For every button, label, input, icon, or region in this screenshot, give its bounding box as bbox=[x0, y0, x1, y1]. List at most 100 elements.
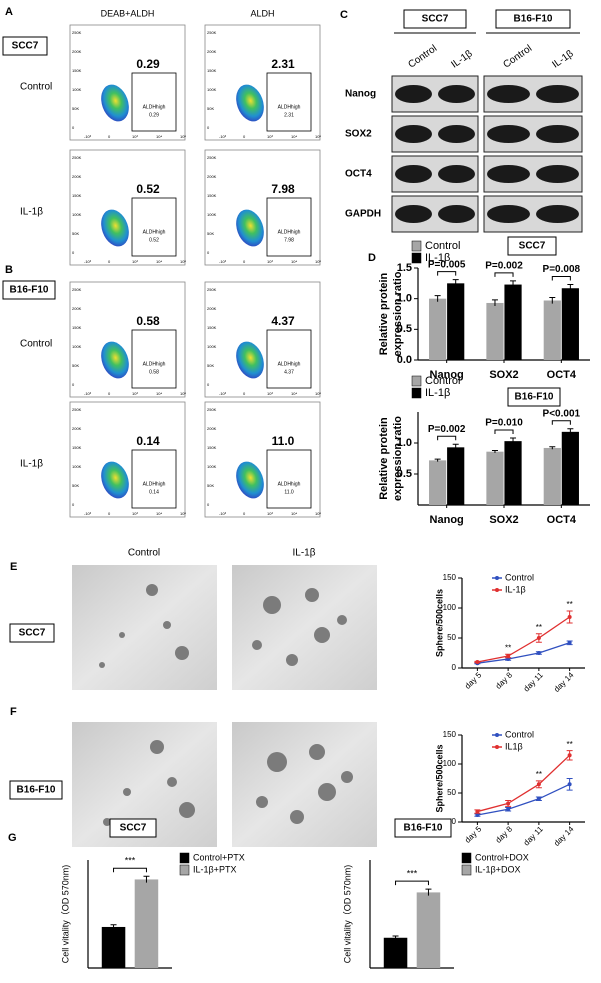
gate-name: ALDHhigh bbox=[143, 361, 166, 367]
label-box bbox=[2, 280, 56, 300]
band bbox=[487, 125, 530, 143]
band bbox=[395, 205, 432, 223]
label-box bbox=[403, 9, 467, 29]
sphere bbox=[163, 621, 171, 629]
flow-x-tick: 10⁵ bbox=[180, 259, 186, 264]
boxed-label: SCC7 bbox=[120, 823, 147, 834]
gate-percent: 4.37 bbox=[271, 314, 295, 328]
significance-bracket bbox=[551, 276, 571, 281]
flow-y-tick: 50K bbox=[72, 483, 79, 488]
gate-percent: 0.29 bbox=[136, 57, 160, 71]
gate bbox=[266, 197, 312, 257]
significance-bracket bbox=[494, 429, 514, 435]
legend-label: IL-1β+DOX bbox=[475, 864, 520, 874]
band bbox=[487, 85, 530, 103]
flow-y-tick: 150K bbox=[207, 325, 217, 330]
boxed-label: B16-F10 bbox=[514, 14, 553, 25]
annotation: ** bbox=[567, 740, 573, 749]
y-axis-label: expression ratio bbox=[392, 271, 404, 356]
flow-y-tick: 50K bbox=[207, 363, 214, 368]
x-tick-label: Nanog bbox=[430, 369, 464, 381]
band bbox=[536, 205, 579, 223]
panel-label: D bbox=[368, 252, 376, 264]
annotation: P=0.002 bbox=[428, 424, 466, 435]
y-axis-label: Sphere/500cells bbox=[434, 744, 444, 812]
error-bar bbox=[566, 750, 573, 761]
legend-label: Control+PTX bbox=[193, 852, 245, 862]
error-bar bbox=[567, 284, 574, 292]
gate-percent: 11.0 bbox=[272, 434, 295, 448]
bar bbox=[486, 302, 504, 360]
error-bar bbox=[110, 924, 117, 930]
flow-x-tick: 0 bbox=[243, 134, 246, 139]
flow-x-tick: 0 bbox=[108, 511, 111, 516]
error-bar bbox=[549, 296, 556, 304]
x-tick-label: day 14 bbox=[552, 670, 576, 694]
flow-x-tick: 10⁴ bbox=[156, 134, 162, 139]
error-bar bbox=[566, 778, 573, 791]
gate bbox=[131, 329, 177, 389]
y-axis-label: Cell vitality（OD 570nm) bbox=[342, 865, 352, 964]
annotation: ** bbox=[505, 643, 511, 652]
gate-name: ALDHhigh bbox=[278, 361, 301, 367]
sphere bbox=[309, 744, 325, 760]
label-box bbox=[9, 780, 63, 800]
row-label: Control bbox=[20, 82, 52, 93]
sphere bbox=[341, 771, 353, 783]
gate-name: ALDHhigh bbox=[143, 481, 166, 487]
flow-y-tick: 200K bbox=[207, 426, 217, 431]
bar bbox=[561, 288, 579, 360]
flow-y-tick: 0 bbox=[72, 502, 75, 507]
x-tick-label: day 11 bbox=[522, 824, 545, 847]
gate-percent: 2.31 bbox=[271, 57, 295, 71]
flow-x-tick: -10³ bbox=[219, 391, 227, 396]
boxed-label: SCC7 bbox=[422, 14, 449, 25]
cell-population bbox=[236, 209, 264, 247]
lane-label: IL-1β bbox=[550, 48, 575, 70]
sphere bbox=[175, 646, 189, 660]
legend-label: Control bbox=[425, 240, 460, 252]
flow-y-tick: 200K bbox=[207, 49, 217, 54]
lane-label: Control bbox=[501, 43, 534, 71]
flow-y-tick: 150K bbox=[207, 68, 217, 73]
significance-bracket bbox=[551, 420, 571, 425]
band bbox=[487, 205, 530, 223]
flow-x-tick: 0 bbox=[243, 391, 246, 396]
flow-y-tick: 200K bbox=[207, 174, 217, 179]
flow-y-tick: 0 bbox=[207, 125, 210, 130]
series-line bbox=[477, 783, 570, 816]
bar bbox=[486, 451, 504, 505]
annotation: P=0.002 bbox=[485, 261, 523, 272]
column-header: DEAB+ALDH bbox=[101, 8, 155, 18]
legend-label: Control bbox=[425, 375, 460, 387]
annotation: P=0.010 bbox=[485, 418, 523, 429]
x-tick-label: day 14 bbox=[552, 824, 576, 848]
flow-y-tick: 250K bbox=[72, 287, 82, 292]
error-bar bbox=[491, 299, 498, 307]
sphere bbox=[103, 818, 111, 826]
flow-y-tick: 250K bbox=[72, 407, 82, 412]
annotation: ** bbox=[536, 623, 542, 632]
y-tick-label: 50 bbox=[447, 633, 456, 642]
significance-bracket bbox=[494, 272, 514, 277]
y-tick-label: 1.0 bbox=[397, 293, 412, 305]
sphere bbox=[99, 662, 105, 668]
cell-population bbox=[236, 461, 264, 499]
protein-label: GAPDH bbox=[345, 209, 381, 220]
flow-y-tick: 200K bbox=[72, 174, 82, 179]
panel-label: A bbox=[5, 6, 13, 18]
bar bbox=[543, 447, 561, 505]
flow-y-tick: 0 bbox=[72, 125, 75, 130]
error-bar bbox=[505, 807, 512, 812]
error-bar bbox=[392, 935, 399, 940]
sphere bbox=[290, 810, 304, 824]
y-axis-label: Cell vitality（OD 570nm) bbox=[60, 865, 70, 964]
flow-plot bbox=[69, 149, 186, 266]
flow-y-tick: 250K bbox=[72, 155, 82, 160]
flow-y-tick: 0 bbox=[72, 382, 75, 387]
flow-x-tick: -10³ bbox=[219, 511, 227, 516]
flow-x-tick: 10³ bbox=[132, 259, 138, 264]
error-bar bbox=[505, 800, 512, 807]
label-box bbox=[507, 387, 561, 407]
legend-label: IL1β bbox=[505, 741, 523, 751]
